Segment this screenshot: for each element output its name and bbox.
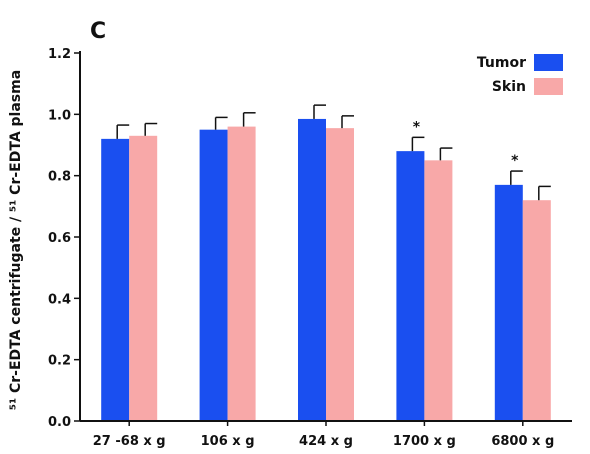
error-bar-skin-4 [538,185,551,201]
error-bar-tumor-4 [510,170,523,185]
x-tick-label-3: 1700 x g [393,434,456,449]
bar-skin-2 [326,128,354,421]
significance-star-4: * [511,153,519,169]
significance-group: ** [413,119,519,169]
legend-label-tumor: Tumor [477,55,526,71]
x-tick-label-2: 424 x g [299,434,353,449]
y-axis-label: ⁵¹ Cr-EDTA centrifugate / ⁵¹ Cr-EDTA pla… [8,70,24,410]
axes-group: 27 -68 x g 106 x g 424 x g 1700 x g 6800 x g… [48,47,572,449]
bar-tumor-0 [101,138,130,421]
bar-skin-0 [129,135,158,422]
bar-skin-1 [227,126,256,421]
error-bar-tumor-2 [313,104,326,119]
y-tick-label-4: 0.8 [48,170,71,185]
legend-swatch-tumor [534,54,563,71]
y-tick-label-6: 1.2 [48,47,71,62]
legend-label-skin: Skin [492,79,526,95]
legend-swatch-skin [534,78,563,95]
x-tick-label-0: 27 -68 x g [93,434,166,449]
y-tick-label-2: 0.4 [48,292,71,307]
legend-item-skin: Skin [492,78,563,95]
error-bar-skin-3 [439,147,453,161]
error-bar-skin-0 [144,122,158,136]
y-tick-label-0: 0.0 [48,415,71,430]
legend: Tumor Skin [477,54,563,95]
error-bars-group [116,104,551,201]
bar-skin-3 [424,160,453,422]
panel-label: C [90,19,106,44]
legend-item-tumor: Tumor [477,54,563,71]
bar-tumor-2 [298,118,326,421]
error-bar-tumor-1 [214,116,228,130]
bar-tumor-3 [396,151,425,421]
error-bar-skin-2 [341,115,354,129]
x-tick-label-4: 6800 x g [491,434,554,449]
x-tick-label-1: 106 x g [201,434,255,449]
bar-tumor-1 [199,129,228,421]
significance-star-3: * [413,119,421,135]
bar-tumor-4 [494,184,523,421]
error-bar-tumor-0 [116,124,130,139]
error-bar-tumor-3 [411,136,425,152]
y-tick-label-3: 0.6 [48,231,71,246]
bar-skin-4 [522,200,551,421]
error-bar-skin-1 [242,112,256,127]
y-tick-label-1: 0.2 [48,354,71,369]
y-tick-label-5: 1.0 [48,108,71,123]
bars-group [101,118,551,422]
